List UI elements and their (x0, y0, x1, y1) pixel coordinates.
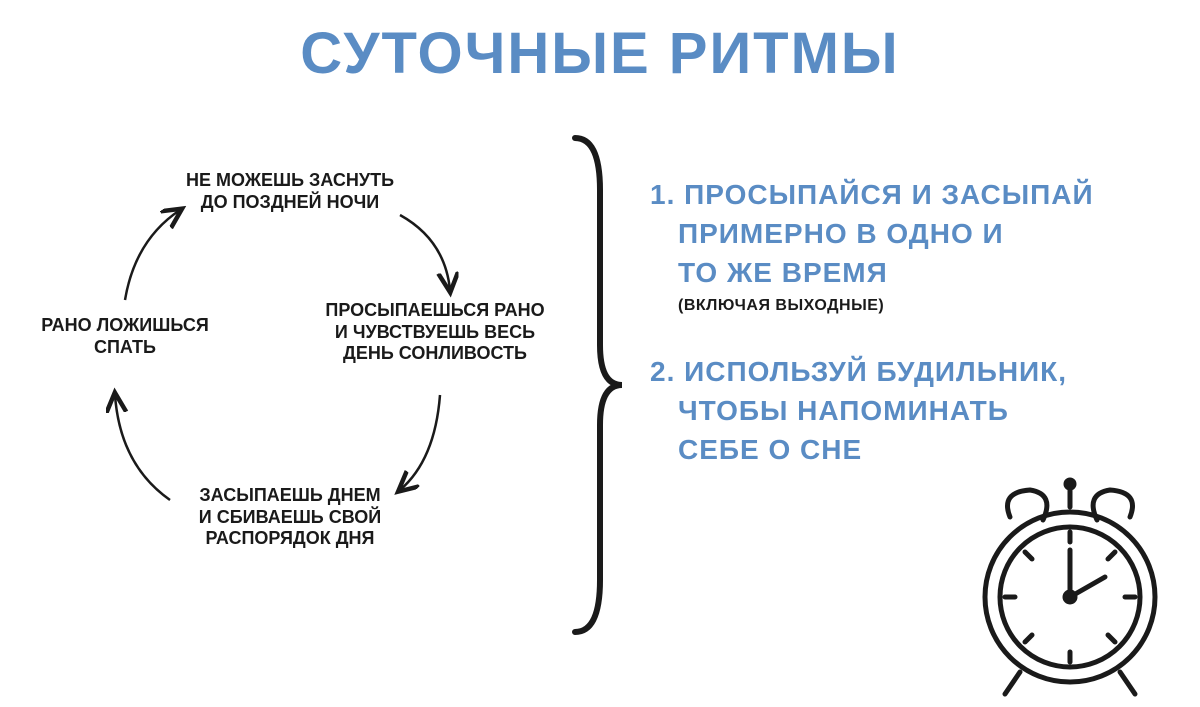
alarm-clock-icon (965, 472, 1175, 702)
tip-1-line-2: ПРИМЕРНО В ОДНО И (678, 214, 1170, 253)
tip-2-line-2: ЧТОБЫ НАПОМИНАТЬ (678, 391, 1170, 430)
tip-1: 1. ПРОСЫПАЙСЯ И ЗАСЫПАЙ ПРИМЕРНО В ОДНО … (650, 175, 1170, 317)
tip-1-line-1: 1. ПРОСЫПАЙСЯ И ЗАСЫПАЙ (650, 175, 1170, 214)
cycle-node-left: РАНО ЛОЖИШЬСЯСПАТЬ (40, 315, 210, 358)
curly-brace (560, 130, 630, 640)
tip-1-subtext: (ВКЛЮЧАЯ ВЫХОДНЫЕ) (678, 295, 1170, 317)
tips-list: 1. ПРОСЫПАЙСЯ И ЗАСЫПАЙ ПРИМЕРНО В ОДНО … (650, 175, 1170, 505)
cycle-node-top: НЕ МОЖЕШЬ ЗАСНУТЬДО ПОЗДНЕЙ НОЧИ (160, 170, 420, 213)
tip-2-line-1: 2. ИСПОЛЬЗУЙ БУДИЛЬНИК, (650, 352, 1170, 391)
tip-2: 2. ИСПОЛЬЗУЙ БУДИЛЬНИК, ЧТОБЫ НАПОМИНАТЬ… (650, 352, 1170, 470)
page-title: СУТОЧНЫЕ РИТМЫ (300, 20, 899, 87)
tip-1-line-3: ТО ЖЕ ВРЕМЯ (678, 253, 1170, 292)
cycle-node-right: ПРОСЫПАЕШЬСЯ РАНОИ ЧУВСТВУЕШЬ ВЕСЬДЕНЬ С… (320, 300, 550, 365)
cycle-node-bottom: ЗАСЫПАЕШЬ ДНЕМИ СБИВАЕШЬ СВОЙРАСПОРЯДОК … (170, 485, 410, 550)
cycle-diagram: НЕ МОЖЕШЬ ЗАСНУТЬДО ПОЗДНЕЙ НОЧИ ПРОСЫПА… (40, 160, 540, 580)
tip-2-line-3: СЕБЕ О СНЕ (678, 430, 1170, 469)
